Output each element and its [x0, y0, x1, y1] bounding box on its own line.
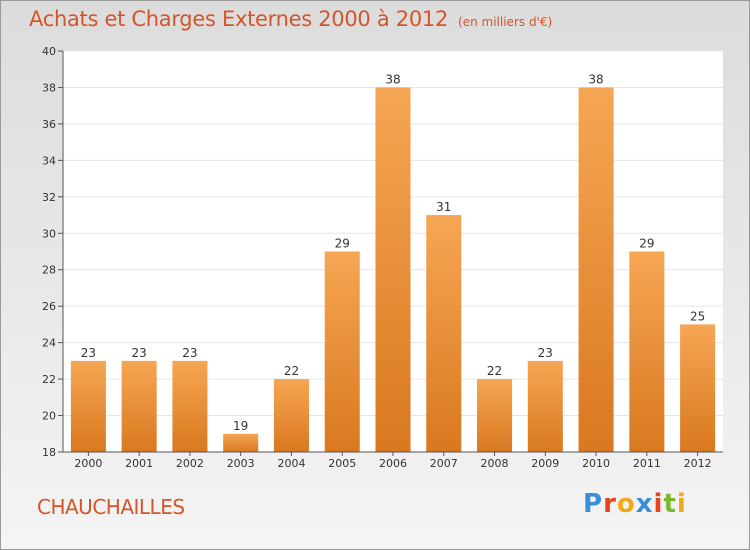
logo-letter: t [663, 489, 677, 519]
x-tick-label: 2004 [277, 457, 305, 470]
value-label: 29 [639, 237, 654, 251]
bar-2004 [273, 379, 309, 452]
value-label: 25 [690, 309, 705, 323]
value-label: 38 [385, 72, 400, 86]
value-label: 22 [284, 364, 299, 378]
bar-2008 [477, 379, 513, 452]
value-label: 23 [132, 346, 147, 360]
value-label: 23 [81, 346, 96, 360]
bar-2005 [324, 251, 360, 452]
bar-2003 [223, 433, 259, 452]
bar-2012 [680, 324, 716, 452]
value-label: 19 [233, 419, 248, 433]
x-tick-label: 2009 [531, 457, 559, 470]
y-tick-label: 30 [42, 227, 56, 240]
y-tick-label: 34 [42, 154, 56, 167]
value-label: 29 [335, 237, 350, 251]
chart-subtitle: (en milliers d'€) [458, 15, 553, 29]
logo-letter: x [635, 489, 654, 519]
chart-title: Achats et Charges Externes 2000 à 2012 (e… [29, 7, 552, 31]
x-tick-label: 2008 [481, 457, 509, 470]
bar-2001 [121, 360, 157, 452]
x-tick-label: 2002 [176, 457, 204, 470]
bars: 23 23 23 19 22 29 38 31 22 23 38 29 25 [70, 72, 716, 453]
logo-letter: r [603, 489, 617, 519]
commune-name: CHAUCHAILLES [37, 495, 185, 519]
bar-2010 [578, 87, 614, 453]
x-tick-label: 2000 [74, 457, 102, 470]
x-tick-label: 2007 [430, 457, 458, 470]
chart-title-text: Achats et Charges Externes 2000 à 2012 [29, 7, 449, 31]
x-tick-label: 2010 [582, 457, 610, 470]
value-label: 38 [588, 72, 603, 86]
x-tick-label: 2006 [379, 457, 407, 470]
proxiti-logo: Proxiti [583, 489, 687, 519]
bar-2007 [426, 215, 462, 452]
y-tick-label: 40 [42, 45, 56, 58]
bar-2006 [375, 87, 411, 453]
y-tick-label: 28 [42, 264, 56, 277]
y-tick-label: 38 [42, 81, 56, 94]
y-tick-label: 18 [42, 446, 56, 459]
y-tick-label: 26 [42, 300, 56, 313]
bar-2000 [70, 360, 106, 452]
bar-2009 [527, 360, 563, 452]
y-tick-label: 32 [42, 191, 56, 204]
logo-letter: o [616, 489, 636, 519]
value-label: 31 [436, 200, 451, 214]
value-label: 22 [487, 364, 502, 378]
logo-letter: i [676, 489, 687, 519]
x-tick-label: 2005 [328, 457, 356, 470]
x-tick-label: 2011 [633, 457, 661, 470]
x-tick-label: 2001 [125, 457, 153, 470]
value-label: 23 [538, 346, 553, 360]
y-tick-label: 22 [42, 373, 56, 386]
y-tick-label: 24 [42, 337, 56, 350]
x-tick-label: 2012 [684, 457, 712, 470]
logo-letter: i [653, 489, 664, 519]
axes: 18 20 22 24 26 28 30 32 34 36 38 40 2000 2001 2002 2003… [42, 45, 723, 470]
x-tick-label: 2003 [227, 457, 255, 470]
bar-2011 [629, 251, 665, 452]
bar-2002 [172, 360, 208, 452]
logo-letter: P [583, 489, 604, 519]
y-tick-label: 36 [42, 118, 56, 131]
y-tick-label: 20 [42, 410, 56, 423]
value-label: 23 [182, 346, 197, 360]
